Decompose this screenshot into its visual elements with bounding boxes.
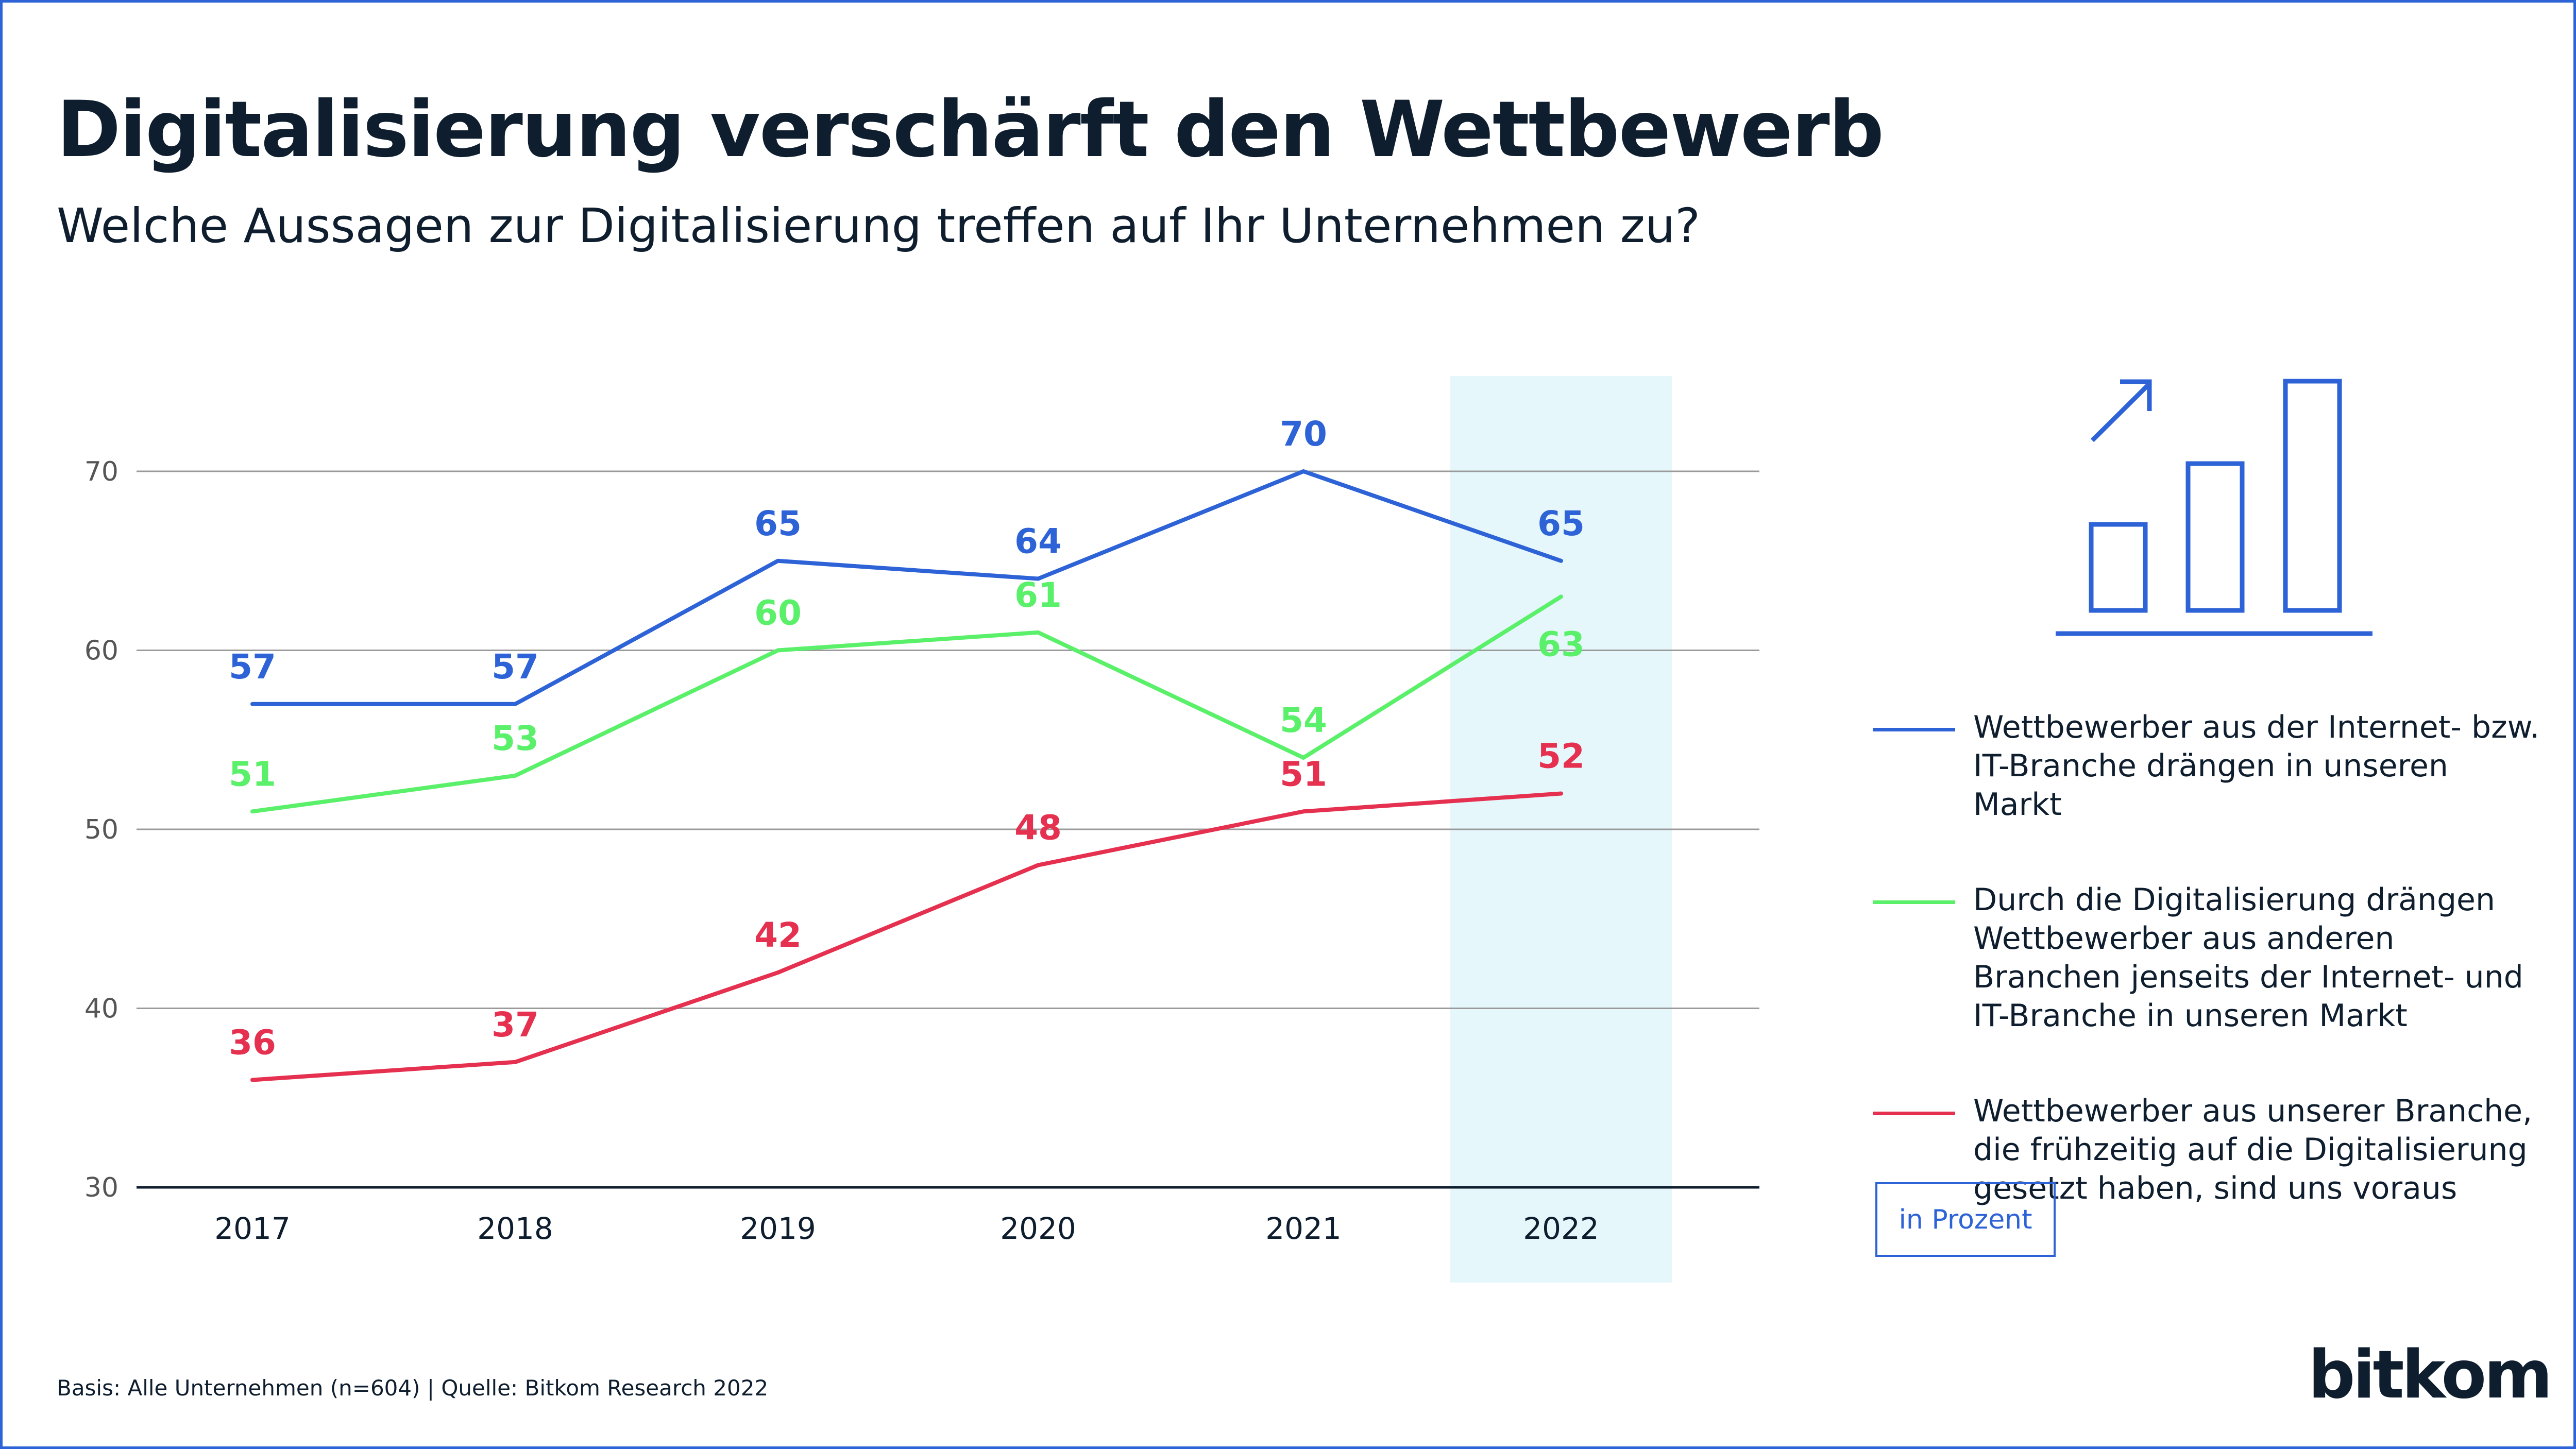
x-tick-label: 2021 [1265, 1211, 1342, 1246]
data-label: 65 [754, 504, 802, 543]
source-footnote: Basis: Alle Unternehmen (n=604) | Quelle… [57, 1375, 769, 1401]
legend-item-1: Wettbewerber aus der Internet- bzw. IT-B… [1873, 708, 2543, 824]
chart-subtitle: Welche Aussagen zur Digitalisierung tref… [57, 198, 1701, 253]
series-lines [250, 469, 1563, 1082]
legend-label: Durch die Digitalisierung drängen Wettbe… [1973, 882, 2523, 1034]
y-tick-label: 50 [84, 814, 118, 845]
legend-swatch [1873, 1112, 1955, 1115]
data-label: 54 [1280, 701, 1327, 740]
data-label: 57 [229, 647, 276, 687]
series-line-1 [250, 469, 1563, 706]
y-tick-label: 30 [84, 1172, 118, 1203]
data-label: 61 [1014, 575, 1062, 615]
data-label: 48 [1014, 808, 1062, 848]
data-label: 53 [492, 719, 539, 758]
legend-label: Wettbewerber aus der Internet- bzw. IT-B… [1973, 709, 2540, 823]
data-labels: 57 57 65 64 70 65 51 53 60 61 54 63 36 37 42 48 51 52 [229, 414, 1585, 1063]
y-axis-ticks: 30 40 50 60 70 [84, 456, 118, 1203]
unit-label: in Prozent [1899, 1204, 2032, 1235]
x-axis-ticks: 2017 2018 2019 2020 2021 2022 [214, 1211, 1599, 1246]
series-line-2 [250, 594, 1563, 814]
y-tick-label: 40 [84, 994, 118, 1025]
legend-swatch [1873, 900, 1955, 904]
data-label: 60 [754, 593, 802, 633]
series-line-3 [250, 791, 1563, 1082]
x-tick-label: 2022 [1523, 1211, 1599, 1246]
legend-item-2: Durch die Digitalisierung drängen Wettbe… [1873, 881, 2543, 1035]
legend: Wettbewerber aus der Internet- bzw. IT-B… [1873, 708, 2543, 1265]
data-label: 51 [1280, 754, 1327, 794]
x-tick-label: 2020 [1000, 1211, 1076, 1246]
data-label: 65 [1537, 504, 1585, 543]
bar-chart-growth-icon [2043, 363, 2372, 654]
data-label: 52 [1537, 737, 1585, 776]
data-label: 64 [1014, 522, 1062, 561]
y-tick-label: 60 [84, 636, 118, 667]
chart-title: Digitalisierung verschärft den Wettbewer… [57, 85, 1884, 175]
x-tick-label: 2017 [214, 1211, 291, 1246]
data-label: 57 [492, 647, 539, 687]
bitkom-logo: bitkom [2308, 1337, 2553, 1413]
legend-swatch [1873, 728, 1955, 731]
data-label: 63 [1537, 624, 1585, 664]
y-tick-label: 70 [84, 456, 118, 487]
data-label: 36 [229, 1023, 276, 1063]
data-label: 51 [229, 754, 276, 794]
legend-label: Wettbewerber aus unserer Branche, die fr… [1973, 1093, 2533, 1206]
data-label: 42 [754, 915, 802, 955]
unit-label-box: in Prozent [1875, 1182, 2056, 1257]
data-label: 37 [492, 1005, 539, 1045]
x-tick-label: 2019 [740, 1211, 816, 1246]
x-tick-label: 2018 [477, 1211, 553, 1246]
data-label: 70 [1280, 414, 1327, 454]
gridlines [137, 470, 1759, 1189]
